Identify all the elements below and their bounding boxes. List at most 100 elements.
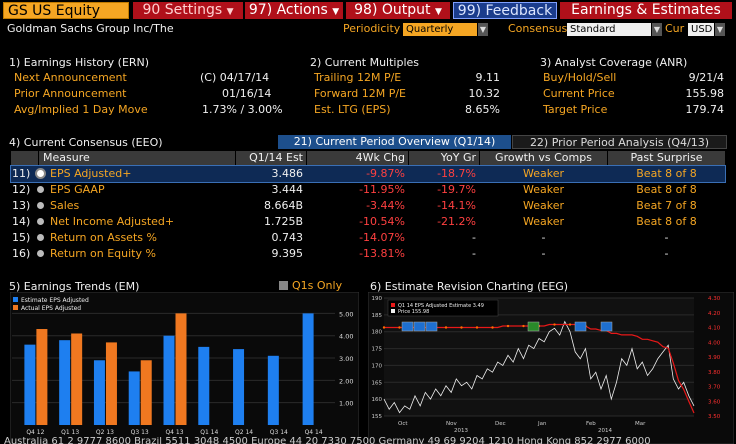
actual-bar — [175, 313, 187, 425]
chevron-down-icon: ▼ — [434, 7, 442, 17]
tab-current-period[interactable]: 21) Current Period Overview (Q1/14) — [278, 135, 511, 149]
estimate-bar — [233, 349, 245, 425]
row-growth-comps-text: - — [541, 231, 546, 244]
table-row[interactable]: 14) Net Income Adjusted+ 1.725B -10.54% -21.… — [11, 214, 725, 230]
x-tick-label: Q2 14 — [235, 429, 253, 436]
periodicity-select[interactable]: Quarterly — [403, 23, 477, 36]
row-yoy-text: - — [472, 247, 476, 260]
row-growth-comps-text: Weaker — [522, 167, 564, 180]
earnings-history-title[interactable]: 1) Earnings History (ERN) — [9, 56, 150, 69]
row-past-surprise: Beat 8 of 8 — [608, 166, 725, 182]
column-header-growth-comps[interactable]: Growth vs Comps — [480, 151, 607, 165]
column-header-past-surprise[interactable]: Past Surprise — [608, 151, 725, 165]
event-marker-icon — [600, 321, 613, 332]
estimate-revision-title[interactable]: 6) Estimate Revision Charting (EEG) — [370, 280, 569, 293]
radio-icon[interactable] — [37, 201, 44, 209]
next-announcement-value: (C) 04/17/14 — [200, 71, 270, 84]
price-series-line — [383, 320, 695, 414]
chevron-down-icon[interactable]: ▼ — [478, 23, 488, 36]
row-number-text: 16) — [12, 247, 31, 260]
y-left-tick: 185 — [372, 313, 383, 319]
y-left-tick: 165 — [372, 380, 383, 386]
settings-button[interactable]: 90 Settings ▼ — [133, 2, 243, 19]
earnings-trends-title[interactable]: 5) Earnings Trends (EM) — [9, 280, 140, 293]
row-estimate-text: 8.664B — [263, 199, 303, 212]
table-row[interactable]: 15) Return on Assets % 0.743 -14.07% - - - — [11, 230, 725, 246]
column-header-yoy[interactable]: YoY Gr — [409, 151, 479, 165]
estimate-bar — [267, 355, 279, 425]
row-number-text: 15) — [12, 231, 31, 244]
currency-select[interactable]: USD — [688, 23, 714, 36]
consensus-select[interactable]: Standard — [567, 23, 651, 36]
current-price-value: 155.98 — [685, 87, 725, 100]
radio-icon[interactable] — [37, 169, 44, 177]
row-4wk-chg: -3.44% — [307, 198, 405, 214]
radio-icon[interactable] — [37, 217, 44, 225]
row-past-surprise: Beat 8 of 8 — [608, 214, 725, 230]
y-tick-label: 4.00 — [339, 333, 353, 341]
x-tick-label: Q1 13 — [61, 429, 79, 436]
radio-icon[interactable] — [37, 233, 44, 241]
row-4wk-chg: -10.54% — [307, 214, 405, 230]
row-yoy: - — [409, 246, 476, 262]
security-field[interactable]: GS US Equity — [3, 2, 129, 19]
revision-marker — [506, 324, 510, 328]
table-row[interactable]: 16) Return on Equity % 9.395 -13.81% - - - — [11, 246, 725, 262]
x-tick-label: Q3 14 — [270, 429, 288, 436]
event-marker-icon — [527, 321, 540, 332]
output-label: 98) Output — [354, 2, 431, 18]
estimate-bar — [93, 360, 105, 425]
y-left-tick: 180 — [372, 330, 383, 336]
actions-button[interactable]: 97) Actions ▼ — [245, 2, 343, 19]
y-right-tick: 3.90 — [708, 355, 721, 361]
revision-marker — [475, 326, 479, 329]
row-number: 13) — [12, 198, 30, 214]
column-header-measure[interactable]: Measure — [39, 151, 235, 165]
plot-area — [384, 298, 694, 416]
estimate-bar — [24, 344, 36, 425]
legend-estimate-swatch — [13, 297, 18, 302]
feedback-button[interactable]: 99) Feedback — [453, 2, 557, 19]
actual-bar — [105, 342, 117, 425]
revision-marker — [568, 323, 572, 326]
row-number: 12) — [12, 182, 30, 198]
row-yoy: -21.2% — [409, 214, 476, 230]
current-consensus-title[interactable]: 4) Current Consensus (EEO) — [9, 136, 163, 149]
row-yoy-text: -21.2% — [437, 215, 476, 228]
column-header-estimate[interactable]: Q1/14 Est — [236, 151, 306, 165]
legend-estimate-swatch — [391, 303, 395, 307]
chevron-down-icon[interactable]: ▼ — [652, 23, 662, 36]
x-tick-label: Dec — [495, 421, 506, 427]
row-estimate-text: 3.444 — [271, 183, 304, 196]
legend-box — [387, 299, 499, 317]
company-name: Goldman Sachs Group Inc/The — [7, 22, 174, 35]
row-number-text: 11) — [12, 167, 31, 180]
trailing-pe-value: 9.11 — [475, 71, 501, 84]
y-left-tick: 170 — [372, 363, 383, 369]
x-tick-label: Jan — [537, 421, 547, 427]
row-yoy-text: -14.1% — [437, 199, 476, 212]
row-4wk-chg: -9.87% — [307, 166, 405, 182]
radio-icon[interactable] — [37, 249, 44, 257]
analyst-coverage-title[interactable]: 3) Analyst Coverage (ANR) — [540, 56, 688, 69]
chevron-down-icon: ▼ — [332, 7, 340, 17]
tab-prior-period[interactable]: 22) Prior Period Analysis (Q4/13) — [512, 135, 727, 149]
radio-icon[interactable] — [37, 185, 44, 193]
table-row[interactable]: 12) EPS GAAP 3.444 -11.95% -19.7% Weaker Beat … — [11, 182, 725, 198]
legend-price-swatch — [391, 309, 395, 313]
row-past-surprise: - — [608, 246, 725, 262]
q1s-only-checkbox[interactable] — [279, 281, 288, 290]
output-button[interactable]: 98) Output ▼ — [346, 2, 450, 19]
x-tick-label: Q3 13 — [131, 429, 149, 436]
table-row[interactable]: 13) Sales 8.664B -3.44% -14.1% Weaker Beat 7 o… — [11, 198, 725, 214]
row-yoy: -19.7% — [409, 182, 476, 198]
row-growth-comps: Weaker — [480, 198, 607, 214]
currency-label: Cur — [665, 22, 685, 35]
row-measure: EPS Adjusted+ — [37, 166, 237, 182]
estimate-bar — [302, 313, 314, 425]
chevron-down-icon[interactable]: ▼ — [715, 23, 725, 36]
table-row[interactable]: 11) EPS Adjusted+ 3.486 -9.87% -18.7% Weaker B… — [10, 165, 726, 183]
row-measure-text: EPS GAAP — [50, 183, 105, 196]
column-header-4wk-chg[interactable]: 4Wk Chg — [307, 151, 408, 165]
target-price-label: Target Price — [543, 103, 608, 116]
